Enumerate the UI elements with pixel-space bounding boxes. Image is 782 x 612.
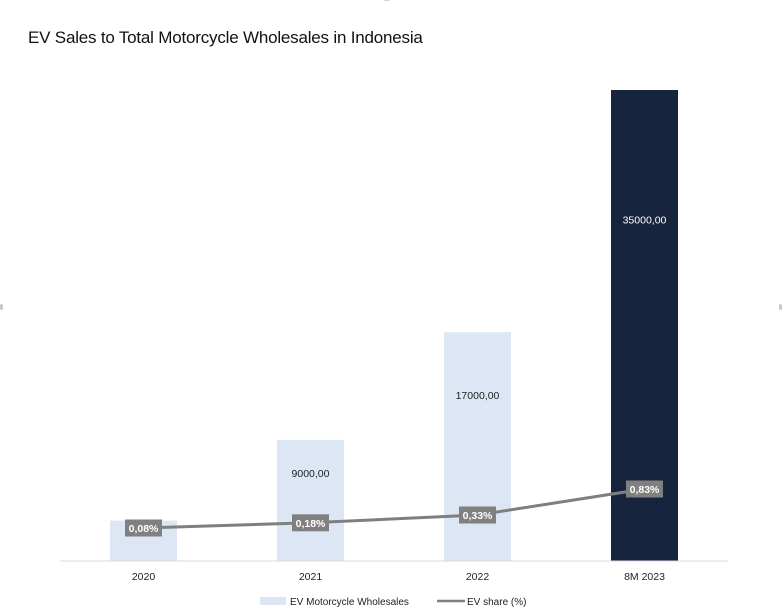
share-data-label-2: 0,18%: [296, 518, 326, 530]
share-label-box-1: [125, 519, 162, 537]
bar-2: [277, 439, 344, 561]
legend: EV Motorcycle Wholesales EV share (%): [260, 597, 526, 608]
legend-bar-label: EV Motorcycle Wholesales: [290, 597, 409, 608]
labels-layer: 9000,00 17000,00 35000,00: [292, 215, 667, 481]
x-tick-labels: 2020 2021 2022 8M 2023: [132, 571, 665, 583]
legend-bar-swatch: [260, 597, 286, 605]
bar-data-label-3: 17000,00: [456, 390, 500, 402]
left-edge-mark: [0, 304, 3, 310]
x-tick-label-1: 2020: [132, 571, 156, 583]
top-edge-mark: [384, 0, 390, 1]
bar-data-label-4: 35000,00: [623, 215, 667, 227]
x-tick-label-4: 8M 2023: [624, 571, 665, 583]
share-label-box-2: [292, 514, 329, 532]
share-label-box-4: [626, 480, 663, 498]
bar-data-label-2: 9000,00: [292, 468, 330, 480]
share-data-label-1: 0,08%: [129, 523, 159, 535]
share-label-box-3: [459, 506, 496, 524]
right-edge-mark: [779, 304, 782, 310]
x-tick-label-3: 2022: [466, 571, 490, 583]
line-layer: 0,08% 0,18% 0,33% 0,83%: [125, 480, 663, 537]
legend-line-label: EV share (%): [467, 597, 526, 608]
ev-share-line: [143, 487, 645, 530]
x-tick-label-2: 2021: [299, 571, 323, 583]
chart-title: EV Sales to Total Motorcycle Wholesales …: [28, 28, 423, 47]
share-data-label-3: 0,33%: [463, 510, 493, 522]
share-data-label-4: 0,83%: [630, 484, 660, 496]
bars-layer: [110, 90, 678, 561]
bar-3: [444, 332, 511, 561]
